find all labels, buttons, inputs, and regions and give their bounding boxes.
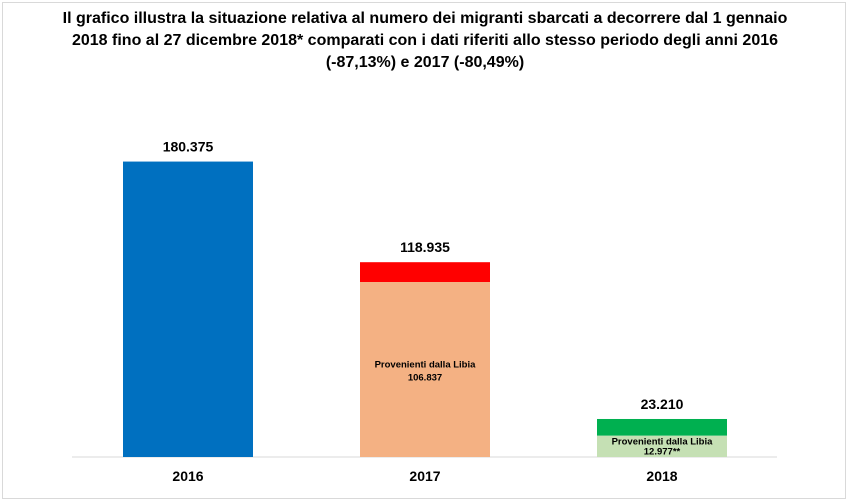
category-label-2018: 2018: [646, 468, 677, 484]
bar-2016: [123, 161, 253, 457]
category-label-2017: 2017: [409, 468, 440, 484]
libia-value-2018: 12.977**: [644, 447, 681, 458]
bar-2018-libia: [597, 435, 727, 457]
value-label-2017: 118.935: [400, 239, 450, 255]
bar-2017-libia: [360, 282, 490, 457]
libia-label-2017: Provenienti dalla Libia: [375, 360, 477, 371]
libia-label-2018: Provenienti dalla Libia: [612, 437, 714, 448]
value-label-2016: 180.375: [163, 139, 214, 155]
category-label-2016: 2016: [172, 468, 203, 484]
bar-2017-other: [360, 262, 490, 283]
bar-2018-other: [597, 418, 727, 436]
value-label-2018: 23.210: [641, 396, 684, 412]
libia-value-2017: 106.837: [408, 373, 442, 384]
chart-title: Il grafico illustra la situazione relati…: [62, 10, 788, 71]
